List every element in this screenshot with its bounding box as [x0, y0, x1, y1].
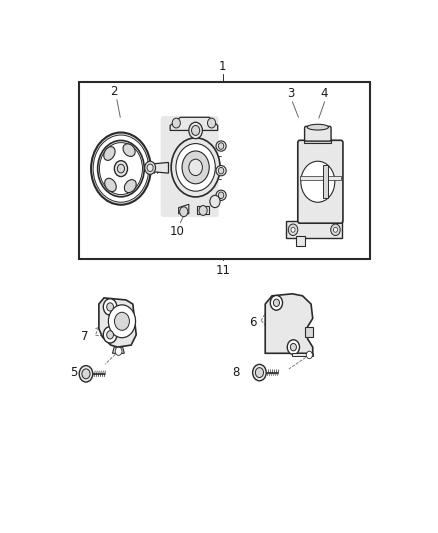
Text: 2: 2 — [110, 85, 118, 98]
Circle shape — [103, 327, 117, 343]
Circle shape — [145, 161, 155, 174]
Circle shape — [108, 305, 135, 338]
Polygon shape — [286, 221, 342, 238]
FancyBboxPatch shape — [304, 126, 331, 141]
Circle shape — [301, 161, 335, 202]
Circle shape — [208, 118, 215, 128]
Text: 4: 4 — [321, 87, 328, 100]
Circle shape — [107, 330, 113, 339]
Circle shape — [306, 351, 312, 359]
Polygon shape — [265, 294, 313, 353]
Circle shape — [182, 151, 209, 184]
Bar — [300, 175, 341, 180]
Polygon shape — [302, 143, 333, 221]
Circle shape — [331, 224, 340, 236]
Circle shape — [288, 224, 298, 236]
Bar — [323, 165, 328, 198]
Circle shape — [98, 140, 144, 197]
Ellipse shape — [105, 179, 116, 192]
Ellipse shape — [307, 124, 328, 130]
Circle shape — [189, 122, 202, 139]
Text: 5: 5 — [71, 366, 78, 379]
Circle shape — [287, 340, 300, 354]
Text: 6: 6 — [249, 316, 257, 329]
Circle shape — [107, 303, 113, 311]
Polygon shape — [150, 163, 169, 173]
Text: 3: 3 — [287, 87, 294, 100]
Circle shape — [253, 365, 266, 381]
Polygon shape — [197, 206, 209, 214]
FancyBboxPatch shape — [298, 140, 343, 223]
FancyBboxPatch shape — [161, 116, 219, 217]
Circle shape — [79, 366, 93, 382]
Circle shape — [189, 159, 202, 175]
Circle shape — [114, 312, 130, 330]
Circle shape — [114, 160, 127, 176]
Polygon shape — [113, 347, 124, 353]
Circle shape — [191, 126, 200, 135]
Circle shape — [333, 227, 338, 232]
Bar — [305, 327, 314, 337]
Circle shape — [82, 369, 90, 379]
Ellipse shape — [124, 180, 136, 192]
Circle shape — [219, 192, 224, 199]
Circle shape — [291, 227, 295, 232]
Circle shape — [290, 343, 297, 351]
Circle shape — [93, 135, 149, 202]
Circle shape — [171, 138, 220, 197]
Text: 10: 10 — [170, 225, 184, 238]
Text: 11: 11 — [215, 264, 230, 277]
Polygon shape — [99, 298, 136, 347]
Circle shape — [172, 118, 180, 128]
Circle shape — [270, 295, 283, 310]
Polygon shape — [293, 353, 313, 356]
Bar — [78, 83, 371, 259]
Polygon shape — [179, 204, 189, 214]
Circle shape — [273, 299, 279, 306]
Circle shape — [117, 164, 124, 173]
Circle shape — [99, 143, 142, 195]
Ellipse shape — [216, 141, 226, 151]
Circle shape — [210, 195, 220, 207]
Circle shape — [176, 143, 215, 191]
Circle shape — [103, 298, 117, 315]
Circle shape — [199, 206, 207, 215]
Ellipse shape — [216, 166, 226, 176]
Ellipse shape — [104, 147, 115, 160]
Circle shape — [115, 347, 122, 356]
Bar — [304, 139, 332, 143]
Circle shape — [91, 133, 151, 205]
Ellipse shape — [216, 190, 226, 200]
Polygon shape — [170, 117, 218, 131]
Text: 8: 8 — [233, 366, 240, 379]
Text: 7: 7 — [81, 330, 88, 343]
Circle shape — [147, 164, 153, 172]
Polygon shape — [296, 236, 305, 246]
Circle shape — [219, 167, 224, 174]
Ellipse shape — [123, 144, 135, 157]
Circle shape — [180, 207, 188, 216]
Text: 1: 1 — [219, 60, 226, 74]
Circle shape — [255, 368, 264, 377]
Circle shape — [219, 143, 224, 149]
